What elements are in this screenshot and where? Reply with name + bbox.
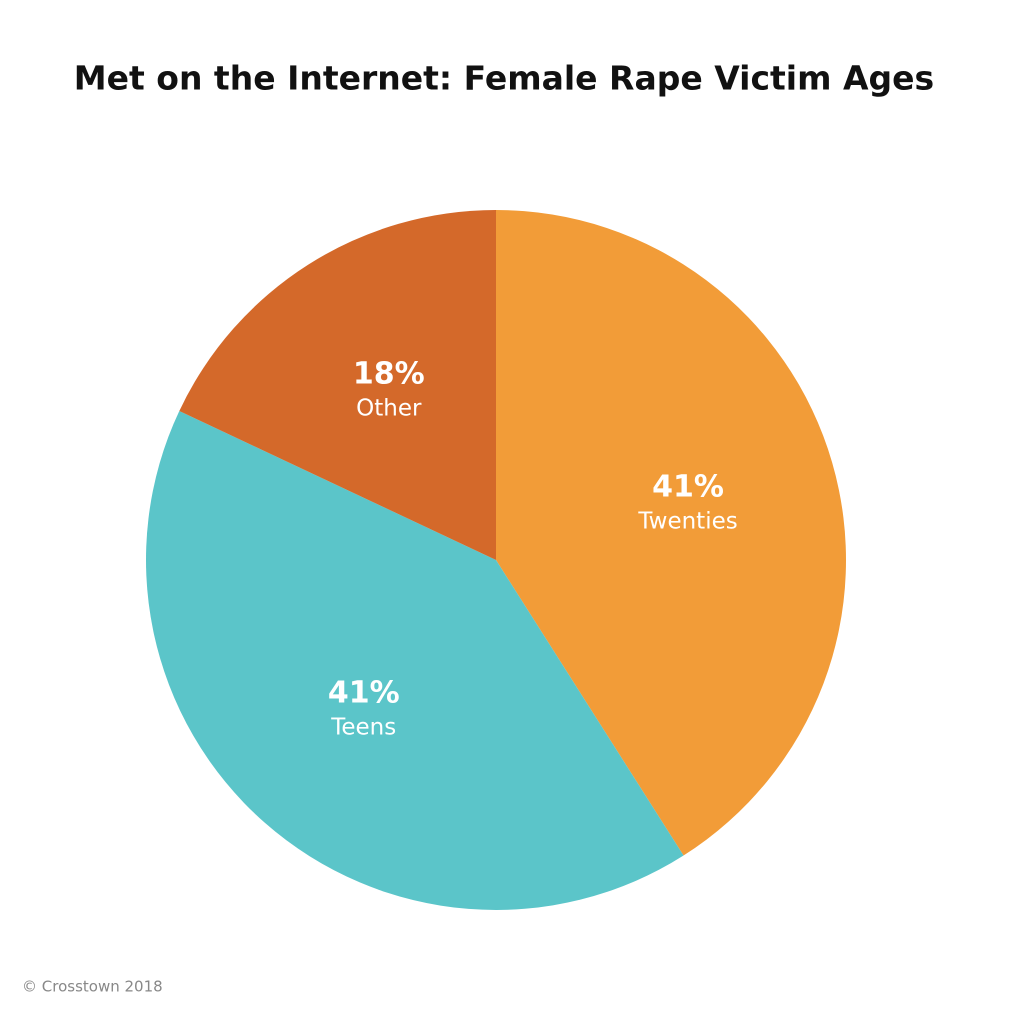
credit: © Crosstown 2018 bbox=[22, 978, 163, 996]
slice-category-label: Twenties bbox=[637, 509, 737, 535]
pie-slice bbox=[146, 410, 684, 910]
slice-category-label: Teens bbox=[330, 715, 396, 741]
slice-value-label: 18% bbox=[353, 357, 425, 392]
pie-slice bbox=[179, 210, 496, 560]
slice-value-label: 41% bbox=[328, 676, 400, 711]
slice-category-label: Other bbox=[356, 396, 422, 422]
pie-slice bbox=[496, 210, 846, 856]
slice-value-label: 41% bbox=[652, 470, 724, 505]
chart-title: Met on the Internet: Female Rape Victim … bbox=[74, 59, 934, 98]
pie: 41% Twenties 41% Teens 18% Other bbox=[146, 210, 846, 910]
